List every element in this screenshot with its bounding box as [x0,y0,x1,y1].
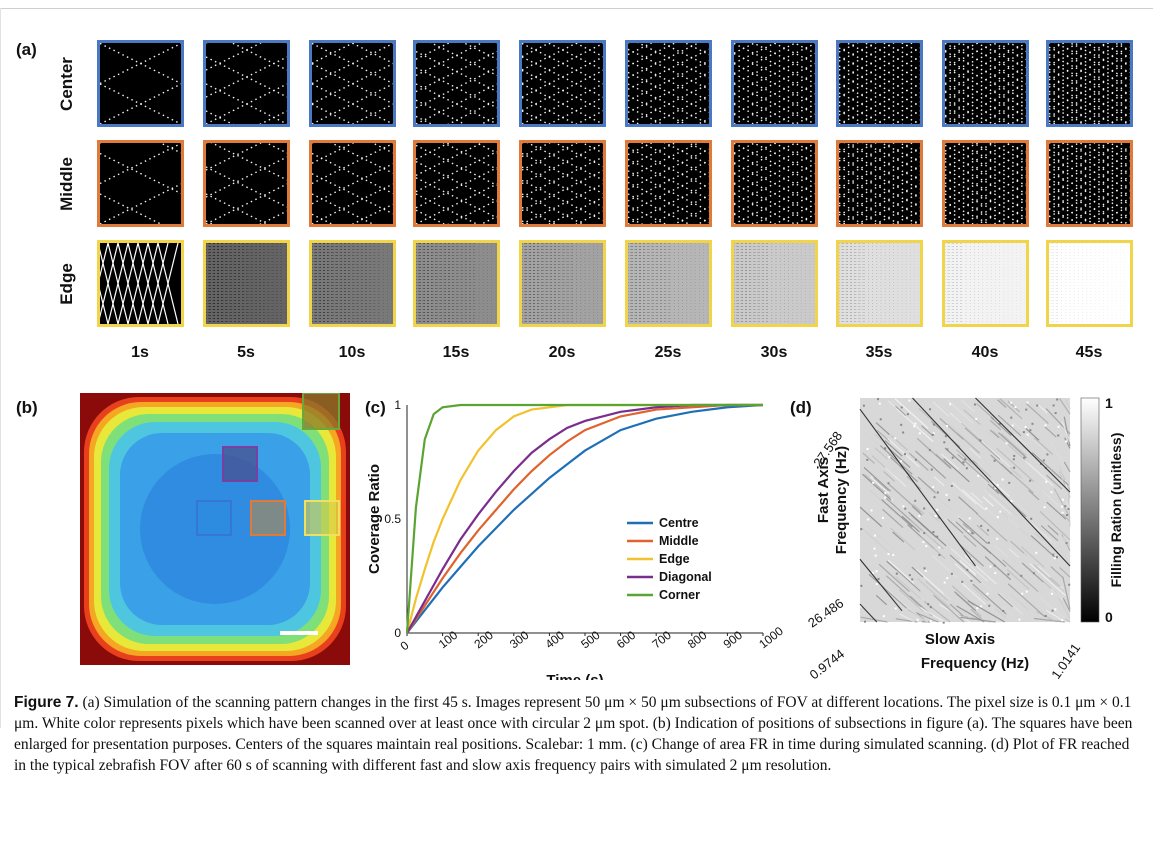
time-label-45s: 45s [1075,344,1103,361]
scan-tile-middle-25s [625,140,712,227]
scan-tile-center-20s [519,40,606,127]
x-tick-label: 900 [721,628,746,652]
scan-tile-middle-20s [519,140,606,227]
time-label-35s: 35s [865,344,893,361]
colorbar-label: Filling Ration (unitless) [1108,433,1124,588]
legend-label-diagonal: Diagonal [659,570,712,584]
scan-tile-edge-5s [203,240,290,327]
left-rule [0,8,1,728]
x-tick-label: 700 [649,628,674,652]
scan-tile-edge-15s [413,240,500,327]
time-label-20s: 20s [548,344,576,361]
y-tick-label: 0.5 [384,512,401,526]
colorbar-max: 1 [1105,395,1113,411]
x-tick-label: 200 [471,628,496,652]
caption-text: (a) Simulation of the scanning pattern c… [14,694,1133,774]
time-label-15s: 15s [442,344,470,361]
row-label-middle: Middle [57,157,76,211]
time-label-10s: 10s [338,344,366,361]
series-line-corner [405,403,763,634]
x-left-tick: 0.9744 [807,646,848,682]
heatmap-area [860,398,1070,622]
x-tick-label: 500 [578,628,603,652]
scan-tile-center-35s [836,40,923,127]
colorbar [1080,397,1100,623]
scan-tile-middle-1s [97,140,184,227]
scan-tile-edge-40s [942,240,1029,327]
legend-label-middle: Middle [659,534,699,548]
coverage-chart: 0 0.5 1 0 100 200 300 400 500 600 700 800 900 1000 Tim… [366,398,785,680]
scan-tile-edge-25s [625,240,712,327]
scan-tile-edge-30s [731,240,818,327]
time-label-5s: 5s [237,344,255,361]
scan-tile-middle-45s [1046,140,1133,227]
legend-label-edge: Edge [659,552,690,566]
scan-tile-middle-5s [203,140,290,227]
scan-tile-center-45s [1046,40,1133,127]
scan-tile-center-10s [309,40,396,127]
x-tick-label: 100 [436,628,461,652]
x-tick-label: 300 [507,628,532,652]
panel-c-label: (c) [365,398,386,417]
series-line-centre [406,403,764,634]
x-right-tick: 1.0141 [1048,641,1083,682]
x-axis-label-2: Frequency (Hz) [921,655,1029,672]
series-line-middle [406,403,763,634]
time-label-25s: 25s [654,344,682,361]
panel-a-label: (a) [16,40,37,59]
scan-tile-middle-35s [836,140,923,227]
scalebar [280,631,318,635]
time-label-40s: 40s [971,344,999,361]
y-tick-label: 0 [394,626,401,640]
scan-tile-center-1s [97,40,184,127]
top-rule [0,8,1153,9]
caption-figure-number: Figure 7. [14,694,79,711]
panel-b-label: (b) [16,398,38,417]
series-line-diagonal [406,403,763,634]
scan-tile-edge-1s [97,240,184,327]
x-axis-label-1: Slow Axis [925,631,995,648]
scan-tile-edge-10s [309,240,396,327]
scan-tile-edge-20s [519,240,606,327]
series-line-edge [405,403,763,634]
scan-tile-middle-40s [942,140,1029,227]
row-label-center: Center [57,57,76,111]
y-axis-label-1: Fast Axis [815,457,832,523]
colorbar-min: 0 [1105,609,1113,625]
x-axis-label: Time (s) [546,672,603,680]
x-tick-label: 0 [398,638,412,653]
scan-tile-center-40s [942,40,1029,127]
scan-tile-edge-35s [836,240,923,327]
x-tick-label: 600 [614,628,639,652]
panel-d-label: (d) [790,398,812,417]
y-tick-label: 1 [394,398,401,412]
x-tick-label: 400 [543,628,568,652]
time-label-1s: 1s [131,344,149,361]
figure-caption: Figure 7. (a) Simulation of the scanning… [14,692,1134,776]
time-label-30s: 30s [760,344,788,361]
row-label-edge: Edge [57,263,76,305]
scan-tile-center-5s [203,40,290,127]
scan-tile-center-30s [731,40,818,127]
scan-tile-middle-15s [413,140,500,227]
scan-tile-middle-30s [731,140,818,227]
scan-tile-edge-45s [1046,240,1133,327]
scan-tile-middle-10s [309,140,396,227]
y-bottom-tick: 26.486 [805,595,846,630]
x-tick-label: 800 [685,628,710,652]
legend-label-corner: Corner [659,588,700,602]
x-tick-label: 1000 [756,624,785,652]
y-axis-label-2: Frequency (Hz) [833,446,850,554]
y-axis-label: Coverage Ratio [366,464,383,574]
scan-tile-center-25s [625,40,712,127]
legend-label-centre: Centre [659,516,699,530]
scan-tile-center-15s [413,40,500,127]
fov-heatmap [80,393,350,665]
